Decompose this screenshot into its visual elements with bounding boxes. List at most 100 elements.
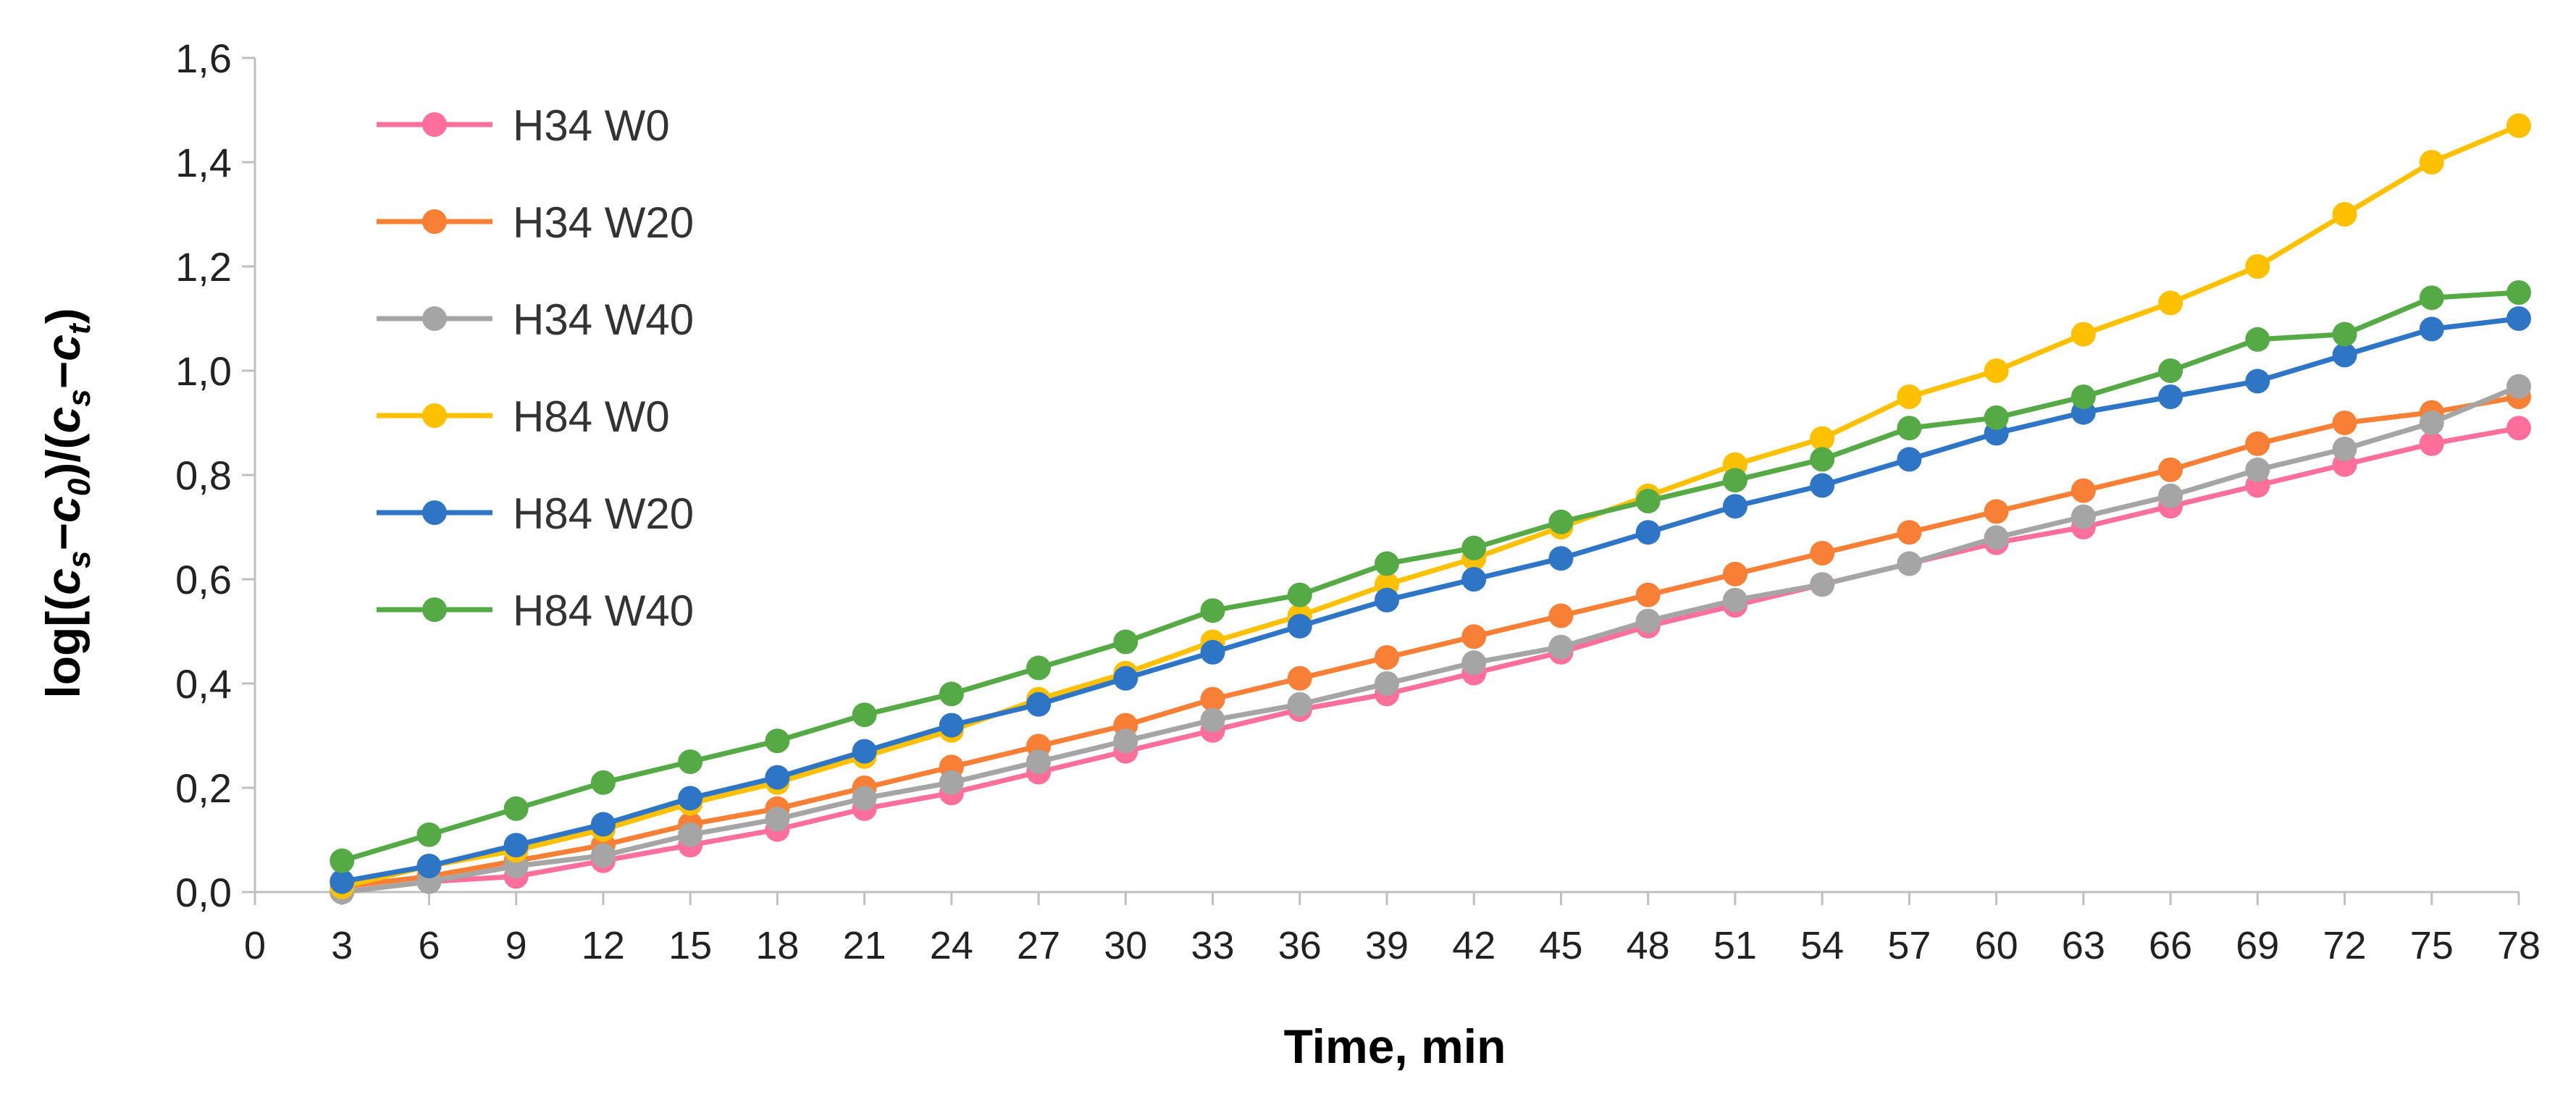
data-point xyxy=(590,843,616,868)
data-point xyxy=(2506,306,2531,331)
data-point xyxy=(1287,691,1312,717)
series-line-h84-w0 xyxy=(341,123,2520,890)
data-point xyxy=(2419,411,2444,435)
data-point xyxy=(2158,384,2183,409)
data-point xyxy=(1722,494,1748,519)
series-line-h34-w20 xyxy=(341,394,2520,890)
x-tick-label: 75 xyxy=(2410,924,2454,967)
data-point xyxy=(1287,613,1312,639)
x-tick-label: 3 xyxy=(331,924,353,967)
x-axis-ticks: 0 3 6 9 12 15 18 21 24 27 30 33 36 39 42 45 48 51 54 57 60 63… xyxy=(244,892,2541,967)
data-point xyxy=(1026,691,1052,717)
data-point xyxy=(2245,327,2270,352)
data-point xyxy=(2332,437,2357,461)
x-tick-label: 45 xyxy=(1539,924,1582,967)
data-point xyxy=(2245,431,2270,456)
data-point xyxy=(765,807,790,832)
data-point xyxy=(1984,525,2009,550)
x-tick-label: 69 xyxy=(2236,924,2279,967)
legend-label: H84 W0 xyxy=(513,392,670,441)
data-point xyxy=(1810,572,1835,597)
data-point xyxy=(1200,707,1225,733)
series-line-h34-w0 xyxy=(341,425,2520,895)
data-point xyxy=(2419,285,2444,311)
x-axis-title: Time, min xyxy=(1284,1019,1506,1073)
data-point xyxy=(939,712,964,738)
data-point xyxy=(1200,598,1225,623)
legend-swatch-marker xyxy=(422,306,447,331)
data-point xyxy=(1810,447,1835,472)
data-point xyxy=(416,854,442,878)
data-point xyxy=(1461,567,1487,592)
x-tick-label: 21 xyxy=(843,924,886,967)
data-point xyxy=(2245,457,2270,482)
data-point xyxy=(1026,749,1052,774)
x-tick-label: 48 xyxy=(1627,924,1670,967)
x-tick-label: 30 xyxy=(1104,924,1147,967)
y-tick-label: 1,2 xyxy=(175,244,232,290)
data-point xyxy=(2506,113,2531,138)
series-h84-w20 xyxy=(330,306,2531,894)
data-point xyxy=(2158,290,2183,316)
data-point xyxy=(1635,608,1661,634)
x-tick-label: 24 xyxy=(930,924,973,967)
y-axis-ticks: 0,0 0,2 0,4 0,6 0,8 1,0 1,2 1,4 1,6 xyxy=(175,35,255,915)
data-point xyxy=(1722,561,1748,586)
data-point xyxy=(765,765,790,790)
data-point xyxy=(939,681,964,707)
x-tick-label: 36 xyxy=(1278,924,1322,967)
data-point xyxy=(503,796,529,821)
data-point xyxy=(678,786,703,811)
y-tick-label: 1,0 xyxy=(175,348,232,394)
data-point xyxy=(1635,520,1661,545)
data-point xyxy=(2332,321,2357,347)
data-point xyxy=(2506,280,2531,305)
legend: H34 W0 H34 W20 H34 W40 H84 W0 H84 W20 H84 W40 xyxy=(377,101,694,635)
x-tick-label: 51 xyxy=(1713,924,1757,967)
data-point xyxy=(1984,358,2009,383)
data-point xyxy=(765,728,790,754)
data-point xyxy=(2245,254,2270,279)
x-tick-label: 27 xyxy=(1017,924,1060,967)
y-tick-label: 1,6 xyxy=(175,35,232,81)
legend-item-h84-w20: H84 W20 xyxy=(377,489,694,538)
legend-label: H84 W40 xyxy=(513,586,694,635)
series-line-h34-w40 xyxy=(341,384,2520,895)
data-point xyxy=(1897,384,1922,409)
series-h84-w40 xyxy=(330,280,2531,873)
legend-item-h34-w20: H34 W20 xyxy=(377,198,694,247)
y-axis-title: log[(cs−c0)/(cs−ct) xyxy=(36,308,97,698)
data-point xyxy=(1810,426,1835,451)
legend-swatch-marker xyxy=(422,597,447,622)
data-point xyxy=(1548,603,1574,628)
x-tick-label: 42 xyxy=(1452,924,1495,967)
plot-series xyxy=(330,113,2531,904)
data-point xyxy=(1461,624,1487,649)
x-tick-label: 78 xyxy=(2497,924,2541,967)
x-tick-label: 57 xyxy=(1887,924,1931,967)
data-point xyxy=(2245,369,2270,394)
data-point xyxy=(2419,431,2444,456)
data-point xyxy=(1984,499,2009,524)
legend-item-h34-w40: H34 W40 xyxy=(377,295,694,344)
data-point xyxy=(852,786,877,811)
data-point xyxy=(852,739,877,764)
x-tick-label: 33 xyxy=(1191,924,1234,967)
data-point xyxy=(1113,728,1138,754)
data-point xyxy=(852,702,877,728)
data-point xyxy=(1375,645,1399,670)
data-point xyxy=(330,869,355,894)
data-point xyxy=(1375,671,1399,696)
x-tick-label: 6 xyxy=(418,924,440,967)
data-point xyxy=(678,749,703,774)
data-point xyxy=(2332,202,2357,227)
data-point xyxy=(590,812,616,837)
series-line-h84-w40 xyxy=(341,290,2520,864)
x-tick-label: 18 xyxy=(755,924,799,967)
x-tick-label: 63 xyxy=(2062,924,2105,967)
data-point xyxy=(2506,416,2531,441)
data-point xyxy=(2506,374,2531,399)
x-tick-label: 12 xyxy=(582,924,625,967)
data-point xyxy=(1200,686,1225,712)
data-point xyxy=(1461,650,1487,676)
